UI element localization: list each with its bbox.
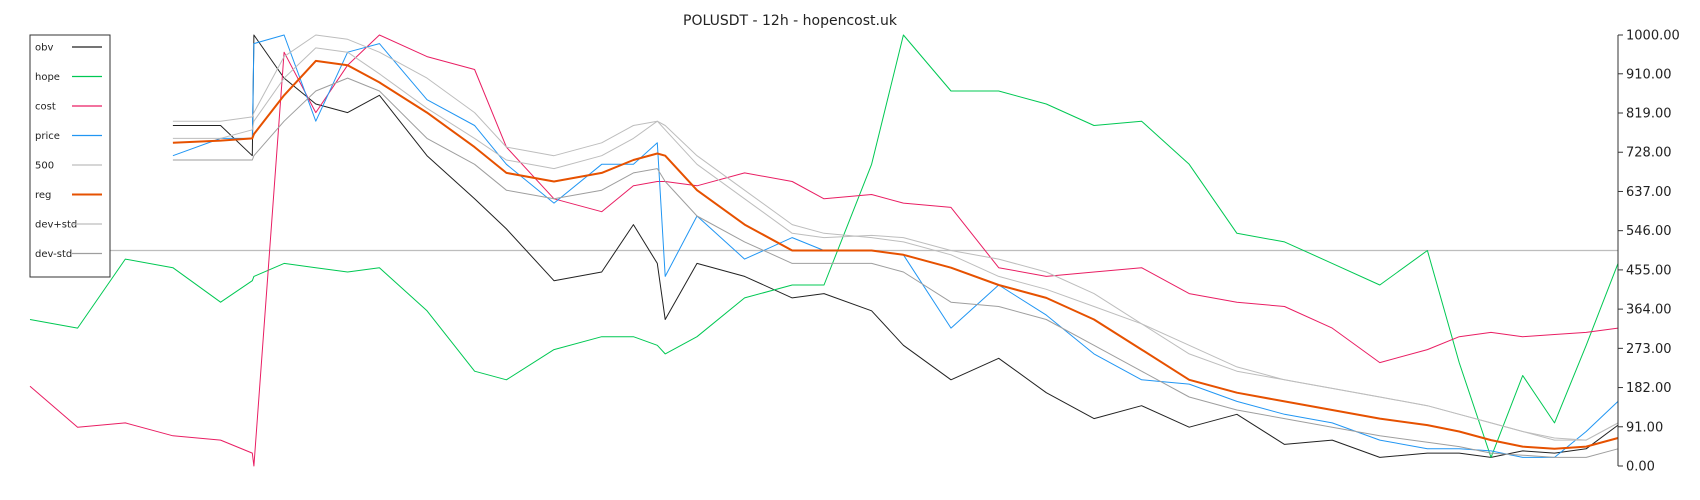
legend-label: cost xyxy=(35,102,56,113)
series-line-obv xyxy=(172,34,1619,458)
y-tick-label: 91.00 xyxy=(1626,420,1663,435)
chart-title: POLUSDT - 12h - hopencost.uk xyxy=(683,13,898,29)
y-tick-label: 546.00 xyxy=(1626,224,1672,239)
series-line-dev-std xyxy=(172,34,1619,441)
legend-label: obv xyxy=(35,43,53,54)
series-line-reg xyxy=(172,59,1619,450)
legend-box xyxy=(29,34,111,278)
y-tick-label: 637.00 xyxy=(1626,185,1672,200)
y-tick-label: 819.00 xyxy=(1626,107,1672,122)
y-tick-label: 1000.00 xyxy=(1626,29,1680,44)
series-line-500 xyxy=(172,47,1619,441)
legend: obv hope cost price 500 reg dev+std dev-std xyxy=(29,34,111,278)
legend-label: dev-std xyxy=(35,249,72,260)
series-line-cost xyxy=(29,34,1619,467)
y-tick-label: 273.00 xyxy=(1626,342,1672,357)
series-line-hope xyxy=(29,34,1619,458)
y-tick-label: 910.00 xyxy=(1626,67,1672,82)
legend-label: reg xyxy=(35,190,51,201)
legend-label: dev+std xyxy=(35,220,77,231)
legend-label: hope xyxy=(35,72,60,83)
y-tick-label: 728.00 xyxy=(1626,146,1672,161)
series-line-dev-std xyxy=(172,77,1619,458)
y-tick-label: 455.00 xyxy=(1626,263,1672,278)
legend-label: 500 xyxy=(35,161,54,172)
y-tick-label: 364.00 xyxy=(1626,303,1672,318)
y-tick-label: 182.00 xyxy=(1626,381,1672,396)
legend-label: price xyxy=(35,131,60,142)
plot-area xyxy=(29,34,1619,467)
y-axis: 0.00 91.00 182.00 273.00 364.00 455.00 546.00 6… xyxy=(1617,29,1680,475)
series-line-price xyxy=(172,34,1619,458)
y-tick-label: 0.00 xyxy=(1626,460,1655,475)
